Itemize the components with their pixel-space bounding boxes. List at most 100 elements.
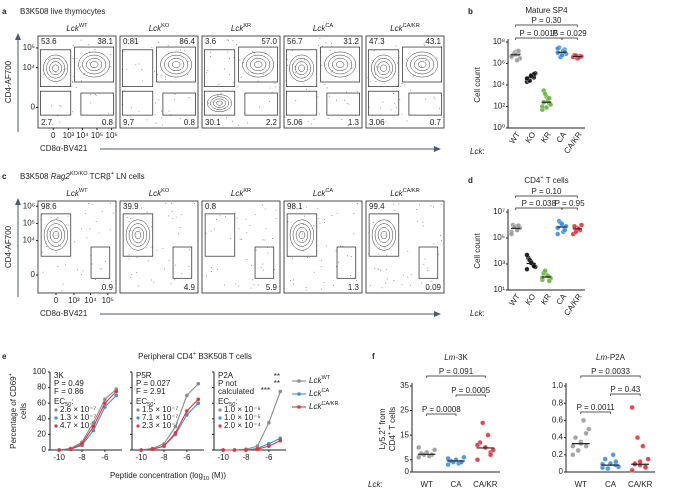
gate-value: 1.3 <box>348 283 360 292</box>
text-part: EC <box>54 397 65 406</box>
gate-value: 98.1 <box>287 202 303 211</box>
gate <box>121 90 154 116</box>
event-dot <box>207 102 209 104</box>
event-dot <box>180 214 182 216</box>
data-point <box>221 448 225 452</box>
comparison-bracket <box>515 37 563 40</box>
text-part: Lck <box>309 376 322 385</box>
population-contour <box>295 61 308 76</box>
event-dot <box>223 68 225 70</box>
event-dot <box>101 210 103 212</box>
gate-value: 47.3 <box>369 37 385 46</box>
arrowhead <box>434 146 441 152</box>
text-part: CA <box>325 23 333 29</box>
event-dot <box>404 84 406 86</box>
event-dot <box>89 62 91 64</box>
event-dot <box>238 124 240 126</box>
event-dot <box>150 279 152 281</box>
x-tick-label: WT <box>508 130 523 145</box>
event-dot <box>297 37 299 39</box>
gate <box>285 49 318 87</box>
data-point <box>139 448 143 452</box>
event-dot <box>291 49 293 51</box>
event-dot <box>61 290 63 292</box>
text-part: + <box>193 351 196 357</box>
text-part: (M)) <box>209 471 226 480</box>
event-dot <box>183 50 185 52</box>
event-dot <box>353 212 355 214</box>
ec50-marker <box>218 416 222 420</box>
event-dot <box>150 226 152 228</box>
text-part: CA <box>325 188 333 194</box>
event-dot <box>112 212 114 214</box>
data-point <box>485 432 491 438</box>
event-dot <box>95 94 97 96</box>
data-point <box>571 223 578 229</box>
ec50-marker <box>136 416 140 420</box>
p-value: P = 0.43 <box>610 385 640 394</box>
event-dot <box>424 258 426 260</box>
p-value: P = 0.0015 <box>519 29 558 38</box>
event-dot <box>187 74 189 76</box>
y-tick-label: 10² <box>493 102 505 111</box>
event-dot <box>399 99 401 101</box>
text-part: Lck <box>470 147 483 156</box>
gate <box>172 246 193 279</box>
event-dot <box>98 232 100 234</box>
y-tick-label: 10⁴ <box>493 80 506 89</box>
event-dot <box>400 85 402 87</box>
ec50-marker <box>218 424 222 428</box>
event-dot <box>259 106 261 108</box>
y-axis-label: CD4+ T cells <box>387 407 397 451</box>
population-contour <box>328 54 353 75</box>
x-tick-label: 10⁶ <box>106 131 118 140</box>
population-contour <box>131 227 145 243</box>
y-tick-label: 0.6 <box>552 416 564 425</box>
event-dot <box>133 37 135 39</box>
event-dot <box>156 73 158 75</box>
event-dot <box>161 124 163 126</box>
event-dot <box>46 246 48 248</box>
event-dot <box>437 253 439 255</box>
p-value: P = 0.0008 <box>422 405 461 414</box>
ec50-value: 1.5 × 10⁻⁷ <box>142 405 178 414</box>
gate-value: 0.8 <box>184 118 196 127</box>
event-dot <box>401 82 403 84</box>
event-dot <box>183 286 185 288</box>
event-dot <box>401 284 403 286</box>
data-point <box>572 435 579 441</box>
event-dot <box>266 40 268 42</box>
y-tick-label: 1.0 <box>552 381 564 390</box>
data-point <box>173 431 178 435</box>
event-dot <box>275 218 277 220</box>
text-part: + <box>387 432 393 435</box>
p-value: P = 0.038 <box>522 199 557 208</box>
data-point <box>508 231 515 237</box>
x-tick-label: -10 <box>135 453 147 462</box>
event-dot <box>49 231 51 233</box>
event-dot <box>229 238 231 240</box>
event-dot <box>369 81 371 83</box>
event-dot <box>409 284 411 286</box>
event-dot <box>225 216 227 218</box>
data-point <box>599 461 606 467</box>
event-dot <box>135 271 137 273</box>
subplot-title: P5R <box>136 371 152 380</box>
event-dot <box>422 225 424 227</box>
event-dot <box>305 89 307 91</box>
event-dot <box>433 96 435 98</box>
event-dot <box>345 91 347 93</box>
text-part: KO <box>161 188 170 194</box>
ec50-value: 2.6 × 10⁻⁷ <box>60 405 96 414</box>
event-dot <box>430 205 432 207</box>
event-dot <box>389 71 391 73</box>
event-dot <box>356 203 358 205</box>
subplot-title: P2A <box>218 371 234 380</box>
event-dot <box>161 117 163 119</box>
event-dot <box>95 220 97 222</box>
event-dot <box>59 104 61 106</box>
plot-title: LckCA <box>313 188 333 198</box>
event-dot <box>217 268 219 270</box>
event-dot <box>303 58 305 60</box>
event-dot <box>104 261 106 263</box>
